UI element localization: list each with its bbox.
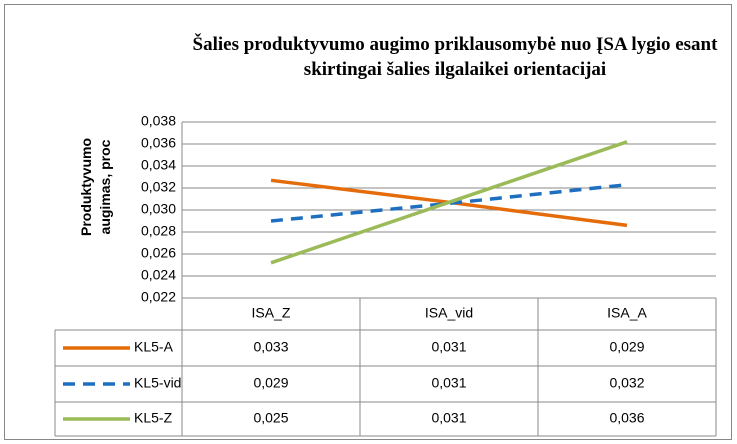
y-tick-label: 0,024 (141, 267, 176, 283)
y-tick-label: 0,038 (141, 113, 176, 129)
y-tick-label: 0,032 (141, 179, 176, 195)
table-value: 0,032 (609, 375, 644, 391)
table-value: 0,031 (431, 339, 466, 355)
table-value: 0,036 (609, 410, 644, 426)
legend-label: KL5-Z (134, 410, 173, 426)
table-value: 0,033 (253, 339, 288, 355)
legend-label: KL5-A (134, 339, 174, 355)
chart-title: Šalies produktyvumo augimo priklausomybė… (192, 34, 718, 80)
x-tick-label: ISA_A (607, 305, 647, 321)
y-tick-label: 0,026 (141, 245, 176, 261)
table-value: 0,031 (431, 375, 466, 391)
y-tick-label: 0,036 (141, 135, 176, 151)
table-value: 0,031 (431, 410, 466, 426)
chart-border (4, 4, 732, 440)
y-tick-label: 0,030 (141, 201, 176, 217)
table-value: 0,029 (253, 375, 288, 391)
table-value: 0,025 (253, 410, 288, 426)
x-tick-label: ISA_Z (252, 305, 291, 321)
legend-label: KL5-vid (134, 375, 181, 391)
y-axis-label: Produktyvumo augimas, proc (78, 138, 113, 237)
y-tick-label: 0,028 (141, 223, 176, 239)
y-tick-label: 0,022 (141, 289, 176, 305)
y-tick-label: 0,034 (141, 157, 176, 173)
x-tick-label: ISA_vid (425, 305, 473, 321)
table-value: 0,029 (609, 339, 644, 355)
series-line (270, 140, 628, 265)
